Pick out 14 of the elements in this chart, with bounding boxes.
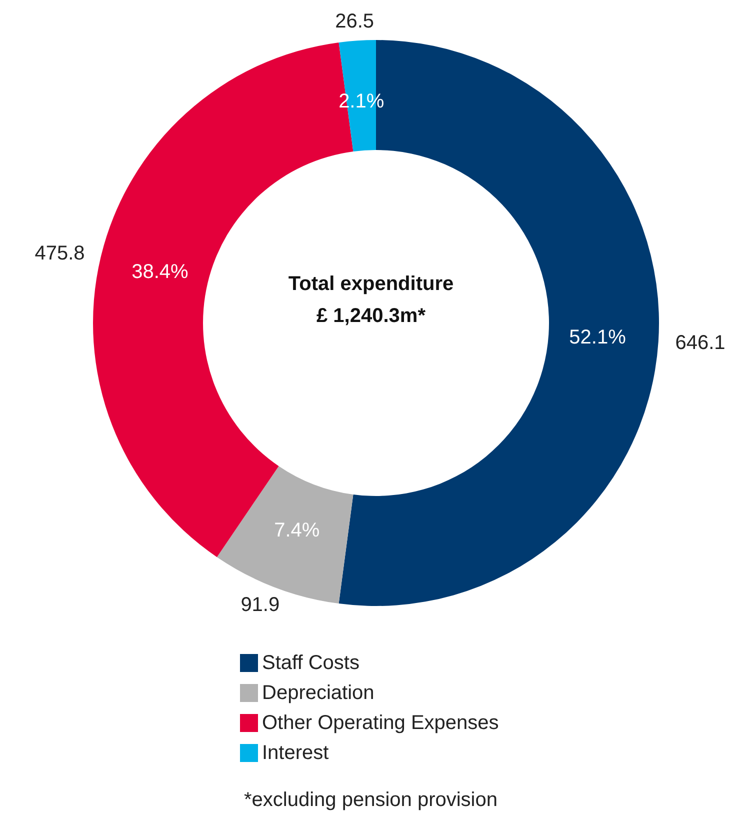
text: 91.9 (240, 594, 280, 616)
data-label: 38.4% (132, 260, 189, 283)
legend-label: Staff Costs (262, 652, 360, 674)
data-label: 7.4% (274, 519, 320, 542)
text: Total expenditure (287, 272, 455, 297)
text: £ 1,240.3m* (316, 304, 426, 329)
legend-label: Other Operating Expenses (262, 712, 499, 734)
legend-label: Interest (262, 742, 329, 764)
data-label: 52.1% (569, 326, 626, 349)
text: 475.8 (34, 242, 85, 264)
text: 646.1 (675, 332, 726, 354)
legend-label: Depreciation (262, 682, 374, 704)
text: 26.5 (335, 10, 374, 33)
text: *excluding pension provision (244, 788, 498, 812)
